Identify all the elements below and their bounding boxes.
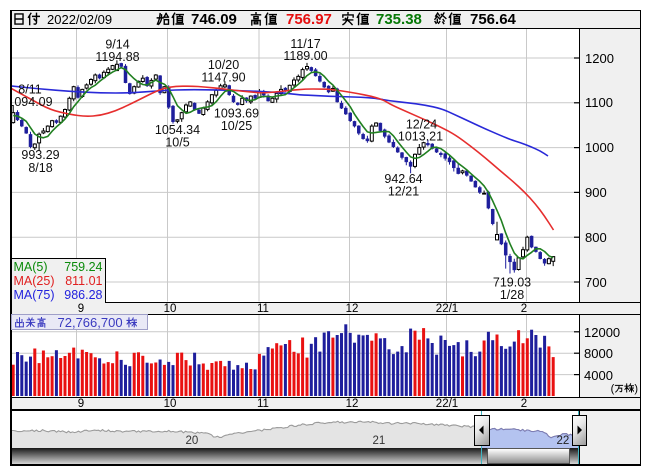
svg-text:11/17: 11/17 [290, 37, 320, 51]
svg-text:20: 20 [185, 435, 198, 447]
svg-text:22: 22 [556, 435, 569, 447]
svg-text:10/20: 10/20 [207, 58, 238, 72]
svg-text:993.29: 993.29 [21, 148, 59, 162]
svg-text:8/11: 8/11 [18, 82, 41, 96]
svg-text:12/21: 12/21 [387, 184, 418, 198]
svg-text:1147.90: 1147.90 [201, 70, 245, 84]
svg-text:8/18: 8/18 [28, 161, 52, 175]
svg-text:1093.69: 1093.69 [213, 106, 258, 120]
svg-text:942.64: 942.64 [384, 172, 422, 186]
svg-text:1189.00: 1189.00 [283, 49, 327, 63]
svg-text:9/14: 9/14 [105, 37, 129, 51]
svg-text:10/25: 10/25 [220, 119, 251, 133]
svg-text:21: 21 [372, 435, 385, 447]
svg-text:12/24: 12/24 [405, 117, 436, 131]
svg-text:1054.34: 1054.34 [154, 123, 199, 137]
svg-text:1013.21: 1013.21 [397, 129, 442, 143]
svg-text:719.03: 719.03 [492, 276, 530, 290]
svg-text:1194.88: 1194.88 [95, 50, 139, 64]
svg-text:1/28: 1/28 [499, 288, 523, 302]
svg-text:10/5: 10/5 [165, 135, 189, 149]
